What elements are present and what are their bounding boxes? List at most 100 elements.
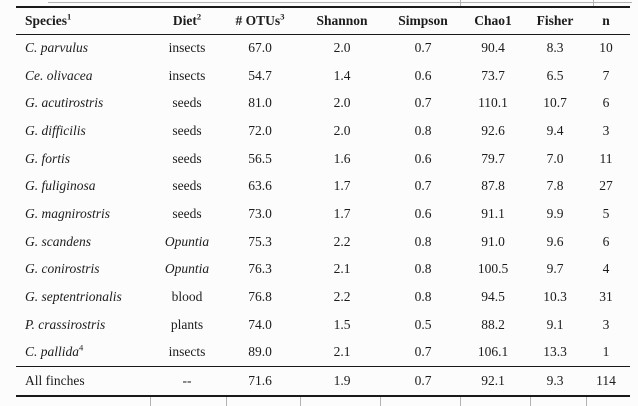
scan-artifact-top-tick [460,0,461,6]
table-row: P. crassirostris plants 74.0 1.5 0.5 88.2 9.1 3 [16,311,630,339]
footnote-marker: 1 [67,11,72,22]
species-cell: G. acutirostris [16,89,150,117]
shannon-cell: 2.0 [333,122,351,138]
column-header-label: Species [25,12,67,28]
diet-cell: -- [182,373,192,388]
species-cell: G. fortis [16,145,150,173]
column-header-fisher: Fisher [528,7,582,34]
chao1-cell: 94.5 [481,289,505,305]
simpson-cell: 0.8 [414,233,432,249]
column-boundary-tick [300,397,301,406]
fisher-cell: 10.7 [543,95,567,111]
n-cell: 4 [602,261,610,277]
species-cell: G. scandens [16,228,150,256]
fisher-cell: 9.3 [546,373,564,388]
species-name: C. parvulus [25,40,89,56]
fisher-cell: 9.4 [546,122,564,138]
simpson-cell: 0.7 [414,40,432,56]
diet-cell: seeds [172,205,202,221]
species-name: G. septentrionalis [25,289,122,305]
chao1-cell: 110.1 [478,95,508,111]
fisher-cell: 6.5 [546,67,564,83]
column-header-label: Diet [172,12,197,28]
species-cell: G. septentrionalis [16,283,150,311]
diet-cell: seeds [172,178,202,194]
column-boundary-tick [586,397,587,406]
simpson-cell: 0.6 [414,205,432,221]
shannon-cell: 2.0 [333,40,351,56]
column-header-n: n [582,7,630,34]
footnote-marker: 2 [196,11,202,22]
table-row: G. conirostris Opuntia 76.3 2.1 0.8 100.5 9.7 4 [16,256,630,284]
table-row: C. pallida4 insects 89.0 2.1 0.7 106.1 13.3 1 [16,339,630,367]
shannon-cell: 1.7 [333,205,351,221]
column-boundary-tick [460,397,461,406]
chao1-cell: 90.4 [481,40,505,56]
diet-cell: insects [168,344,206,360]
species-cell: G. conirostris [16,256,150,284]
column-boundary-tick [150,397,151,406]
diet-cell: insects [168,67,206,83]
fisher-cell: 9.6 [546,233,564,249]
shannon-cell: 1.9 [333,373,351,388]
shannon-cell: 1.7 [333,178,351,194]
fisher-cell: 10.3 [543,289,567,305]
species-diversity-table: Species1 Diet2 # OTUs3 Shannon Simpson Chao1 F… [16,6,630,397]
otus-cell: 81.0 [248,95,272,111]
species-name: Ce. olivacea [25,67,93,83]
n-cell: 3 [602,122,610,138]
diet-cell: blood [171,289,203,305]
n-cell: 3 [602,316,610,332]
simpson-cell: 0.8 [414,289,432,305]
simpson-cell: 0.7 [414,373,432,388]
column-header-shannon: Shannon [296,7,388,34]
column-boundary-tick [530,397,531,406]
chao1-cell: 91.0 [481,233,505,249]
column-header-label: Simpson [398,12,448,28]
simpson-cell: 0.5 [414,316,432,332]
table-row: G. magnirostris seeds 73.0 1.7 0.6 91.1 9.9 5 [16,200,630,228]
chao1-cell: 92.6 [481,122,505,138]
chao1-cell: 106.1 [477,344,509,360]
species-cell: C. parvulus [16,34,150,62]
shannon-cell: 2.1 [333,344,351,360]
n-cell: 11 [599,150,613,166]
shannon-cell: 2.2 [333,289,351,305]
scan-artifact-top-tick [593,0,594,6]
otus-cell: 76.3 [248,261,272,277]
diet-cell: seeds [172,122,202,138]
n-cell: 7 [602,67,610,83]
species-cell: G. magnirostris [16,200,150,228]
otus-cell: 56.5 [248,150,272,166]
column-header-label: # OTUs [235,12,281,28]
shannon-cell: 2.2 [333,233,351,249]
species-cell: C. pallida4 [16,339,150,367]
diet-cell: plants [170,316,204,332]
species-name: G. fortis [25,150,71,166]
column-boundary-tick [226,397,227,406]
shannon-cell: 2.1 [333,261,351,277]
species-cell: P. crassirostris [16,311,150,339]
species-name: C. pallida [25,344,80,360]
shannon-cell: 1.4 [333,67,351,83]
chao1-cell: 88.2 [481,316,505,332]
column-header-species: Species1 [16,7,150,34]
n-cell: 6 [602,233,610,249]
diet-cell: Opuntia [164,261,210,277]
simpson-cell: 0.8 [414,261,432,277]
otus-cell: 71.6 [248,373,272,388]
species-name: G. magnirostris [25,205,111,221]
species-name: G. difficilis [25,122,86,138]
species-name: G. acutirostris [25,95,104,111]
diet-cell: seeds [172,95,202,111]
simpson-cell: 0.6 [414,150,432,166]
n-cell: 27 [599,178,613,194]
species-name: G. conirostris [25,261,100,277]
table-row: G. septentrionalis blood 76.8 2.2 0.8 94.5 10.… [16,283,630,311]
table-row: G. fuliginosa seeds 63.6 1.7 0.7 87.8 7.8 27 [16,172,630,200]
scan-artifact-top-line [48,2,632,3]
n-cell: 5 [602,205,610,221]
column-header-simpson: Simpson [388,7,458,34]
fisher-cell: 9.1 [546,316,564,332]
column-header-label: Shannon [316,12,368,28]
